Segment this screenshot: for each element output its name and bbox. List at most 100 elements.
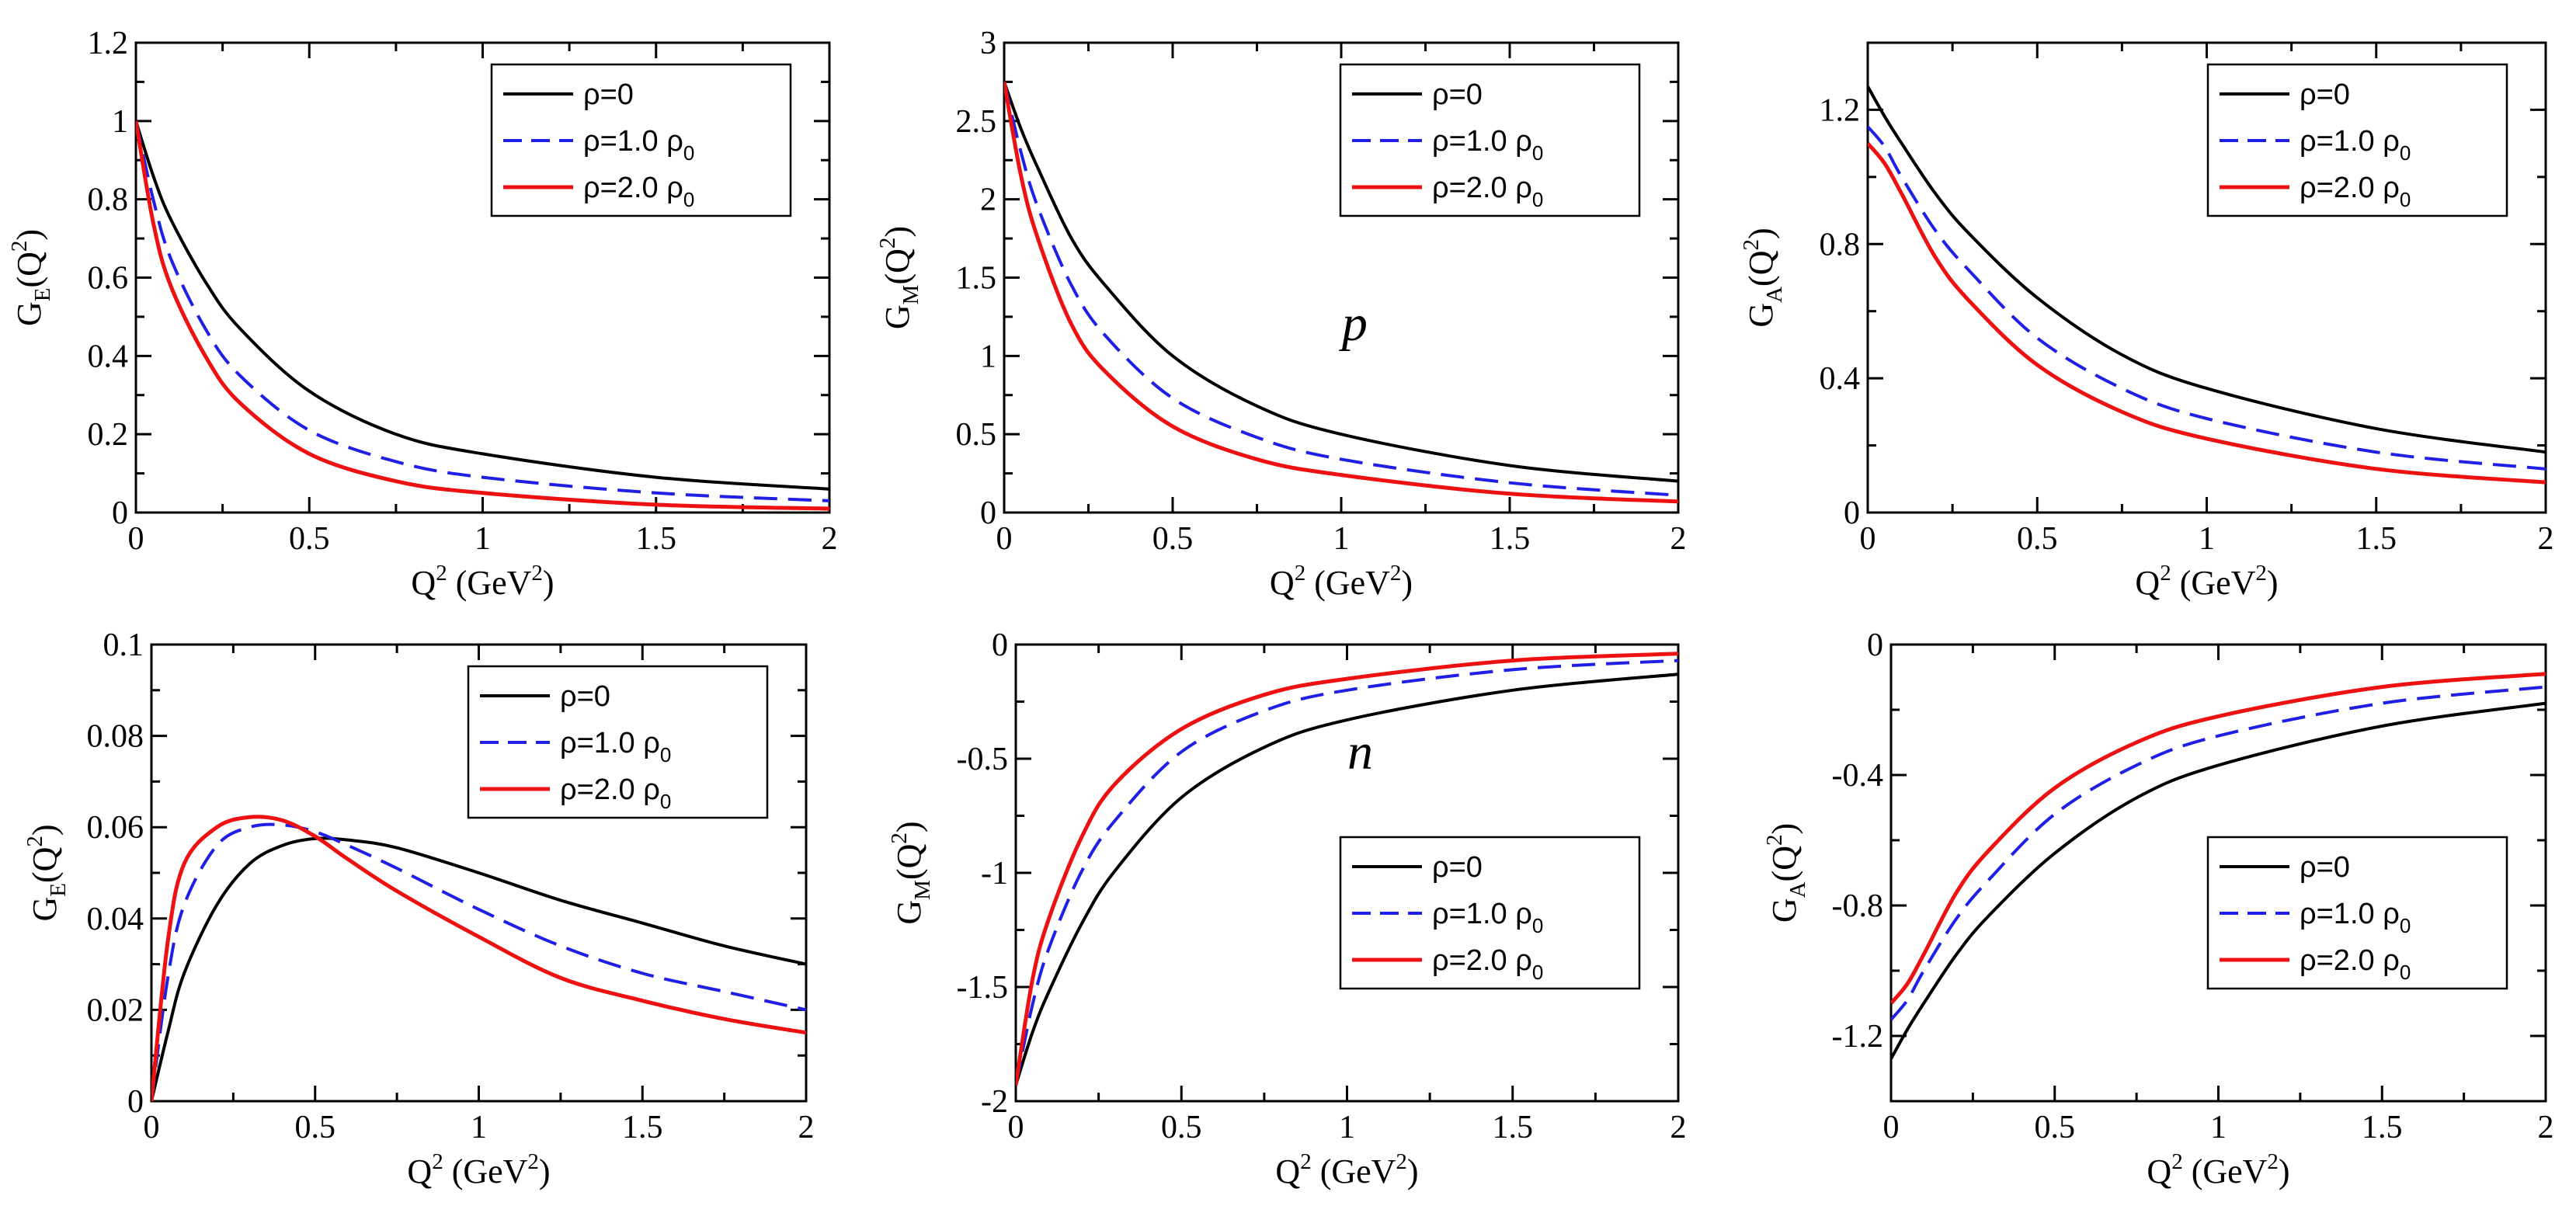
legend-label-sub: 0 <box>1532 188 1543 211</box>
x-tick-label: 0.5 <box>1161 1110 1202 1145</box>
x-axis-label: Q2 (GeV2) <box>407 1149 550 1190</box>
y-axis-label: GM(Q2) <box>875 226 923 329</box>
x-tick-label: 2 <box>1670 1110 1687 1145</box>
y-axis-label: GA(Q2) <box>1762 823 1810 923</box>
y-tick-label: -0.4 <box>1832 758 1884 794</box>
y-label-part: ) <box>1742 228 1780 239</box>
legend-label-2: ρ=2.0 ρ0 <box>560 773 671 813</box>
legend-label-1: ρ=1.0 ρ0 <box>2300 125 2411 165</box>
y-label-part: 2 <box>1739 239 1764 251</box>
y-label-part: (Q <box>1742 250 1780 287</box>
x-tick-label: 2 <box>2538 1110 2554 1145</box>
y-tick-label: 0 <box>112 495 128 531</box>
x-label-part: 2 <box>1295 561 1306 586</box>
y-tick-label: 0.02 <box>87 992 144 1028</box>
y-label-part: ) <box>10 229 48 241</box>
series-line-2 <box>1016 652 1678 1086</box>
x-tick-label: 0.5 <box>2017 521 2058 557</box>
legend-label-main: ρ=1.0 ρ <box>560 727 660 759</box>
x-tick-label: 1.5 <box>1490 521 1531 557</box>
x-tick-label: 0 <box>144 1110 160 1145</box>
legend-label-0: ρ=0 <box>1432 78 1483 111</box>
x-label-part: 2 <box>531 561 543 586</box>
x-tick-label: 0 <box>996 521 1013 557</box>
x-label-part: ) <box>1401 564 1413 602</box>
series-line-2 <box>151 815 806 1101</box>
x-tick-label: 2 <box>822 521 838 557</box>
y-tick-label: 0 <box>1844 495 1860 531</box>
y-tick-label: 1.2 <box>1820 92 1861 128</box>
series-line-0 <box>1868 85 2546 454</box>
panel-annotation: n <box>1347 724 1373 780</box>
x-tick-label: 1 <box>471 1110 487 1145</box>
legend-label-sub: 0 <box>660 790 671 813</box>
panel-p-GE: 0 0.5 1 1.5 200.20.40.60.811.2Q2 (GeV2)GE(Q2… <box>7 26 838 602</box>
x-label-part: 2 <box>2160 561 2171 586</box>
x-label-part: ) <box>539 1152 551 1190</box>
y-tick-label: 1.5 <box>956 261 997 297</box>
x-label-part: 2 <box>1390 561 1402 586</box>
y-label-part: (Q <box>1765 846 1803 882</box>
x-label-part: 2 <box>436 561 447 586</box>
y-axis-label: GE(Q2) <box>23 824 71 921</box>
y-tick-label: 0 <box>1867 627 1883 663</box>
x-label-part: Q <box>411 564 436 602</box>
x-tick-label: 2 <box>798 1110 815 1145</box>
panel-annotation: p <box>1339 295 1368 352</box>
y-tick-label: 0.4 <box>88 339 129 374</box>
x-label-part: 2 <box>2267 1149 2279 1174</box>
legend-label-1: ρ=1.0 ρ0 <box>583 125 694 165</box>
legend-label-sub: 0 <box>1532 914 1543 937</box>
x-label-part: 2 <box>2255 561 2267 586</box>
x-tick-label: 1 <box>1333 521 1350 557</box>
legend: ρ=0 ρ=1.0 ρ0 ρ=2.0 ρ0 <box>1339 836 1641 990</box>
series-line-0 <box>1004 81 1678 483</box>
legend-label-2: ρ=2.0 ρ0 <box>2300 172 2411 211</box>
x-axis-label: Q2 (GeV2) <box>411 561 554 602</box>
y-tick-label: -0.8 <box>1832 888 1884 924</box>
x-label-part: (GeV <box>443 1152 528 1190</box>
series-line-0 <box>1891 701 2546 1060</box>
y-label-part: M <box>910 880 935 900</box>
series-line-2 <box>1004 81 1678 504</box>
legend-label-main: ρ=1.0 ρ <box>1432 898 1532 930</box>
x-tick-label: 1.5 <box>1493 1110 1534 1145</box>
x-label-part: (GeV <box>447 564 532 602</box>
y-label-part: G <box>878 304 916 329</box>
series-line-1 <box>1891 685 2546 1021</box>
y-label-part: 2 <box>1762 834 1787 846</box>
legend-label-main: ρ=1.0 ρ <box>2300 898 2400 930</box>
legend-label-sub: 0 <box>660 743 671 766</box>
y-label-part: G <box>890 900 928 925</box>
legend-label-main: ρ=0 <box>583 78 634 111</box>
y-tick-label: 0.1 <box>103 627 144 663</box>
legend-label-main: ρ=2.0 ρ <box>1432 944 1532 977</box>
legend-label-0: ρ=0 <box>1432 851 1483 884</box>
x-label-part: (GeV <box>2183 1152 2268 1190</box>
y-tick-label: 0.8 <box>88 182 129 218</box>
x-tick-label: 0.5 <box>2035 1110 2076 1145</box>
y-label-part: ) <box>1765 823 1803 835</box>
legend-label-main: ρ=1.0 ρ <box>583 125 683 158</box>
y-axis-label: GE(Q2) <box>7 229 55 326</box>
x-tick-label: 1.5 <box>2356 521 2397 557</box>
y-label-part: G <box>10 301 48 326</box>
panel-n-GE: 0 0.5 1 1.5 200.020.040.060.080.1Q2 (GeV2)GE… <box>23 627 815 1190</box>
legend-label-main: ρ=2.0 ρ <box>583 172 683 204</box>
legend-label-main: ρ=2.0 ρ <box>2300 172 2400 204</box>
legend-label-1: ρ=1.0 ρ0 <box>1432 898 1543 937</box>
legend: ρ=0ρ=1.0 ρ0ρ=2.0 ρ0 <box>1339 63 1641 217</box>
series-line-0 <box>136 120 829 491</box>
y-axis-label: GM(Q2) <box>887 821 935 924</box>
y-label-part: (Q <box>878 248 916 285</box>
y-tick-label: 2.5 <box>956 104 997 140</box>
legend-label-main: ρ=0 <box>1432 851 1483 884</box>
series-line-2 <box>1891 672 2546 1005</box>
legend-label-main: ρ=2.0 ρ <box>2300 944 2400 977</box>
x-tick-label: 1.5 <box>636 521 677 557</box>
y-tick-label: 0.8 <box>1820 227 1861 262</box>
legend-label-sub: 0 <box>2400 914 2411 937</box>
y-tick-label: -1.5 <box>957 970 1009 1006</box>
